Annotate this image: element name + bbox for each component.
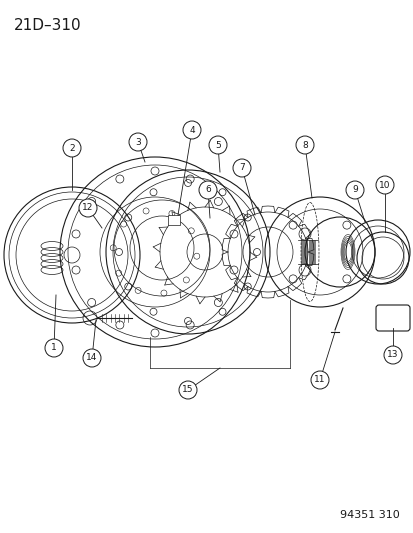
Text: 4: 4 — [189, 125, 195, 134]
Text: 8: 8 — [301, 141, 307, 149]
Text: 2: 2 — [69, 143, 75, 152]
Circle shape — [310, 371, 328, 389]
Text: 94351 310: 94351 310 — [339, 510, 399, 520]
Text: 15: 15 — [182, 385, 193, 394]
Text: 10: 10 — [378, 181, 390, 190]
Text: 6: 6 — [204, 185, 210, 195]
Circle shape — [129, 133, 147, 151]
Circle shape — [209, 136, 226, 154]
Text: 5: 5 — [215, 141, 221, 149]
Text: 14: 14 — [86, 353, 97, 362]
Circle shape — [375, 176, 393, 194]
Text: 7: 7 — [239, 164, 244, 173]
Circle shape — [183, 121, 201, 139]
Circle shape — [45, 339, 63, 357]
Text: 11: 11 — [313, 376, 325, 384]
Text: 9: 9 — [351, 185, 357, 195]
Circle shape — [383, 346, 401, 364]
Text: 12: 12 — [82, 204, 93, 213]
Text: 21D–310: 21D–310 — [14, 18, 81, 33]
Text: 1: 1 — [51, 343, 57, 352]
Circle shape — [345, 181, 363, 199]
Circle shape — [233, 159, 250, 177]
Circle shape — [63, 139, 81, 157]
Text: 13: 13 — [386, 351, 398, 359]
Text: 3: 3 — [135, 138, 140, 147]
Circle shape — [178, 381, 197, 399]
Circle shape — [199, 181, 216, 199]
Circle shape — [83, 349, 101, 367]
Circle shape — [79, 199, 97, 217]
Circle shape — [295, 136, 313, 154]
Bar — [168, 215, 180, 225]
FancyBboxPatch shape — [375, 305, 409, 331]
